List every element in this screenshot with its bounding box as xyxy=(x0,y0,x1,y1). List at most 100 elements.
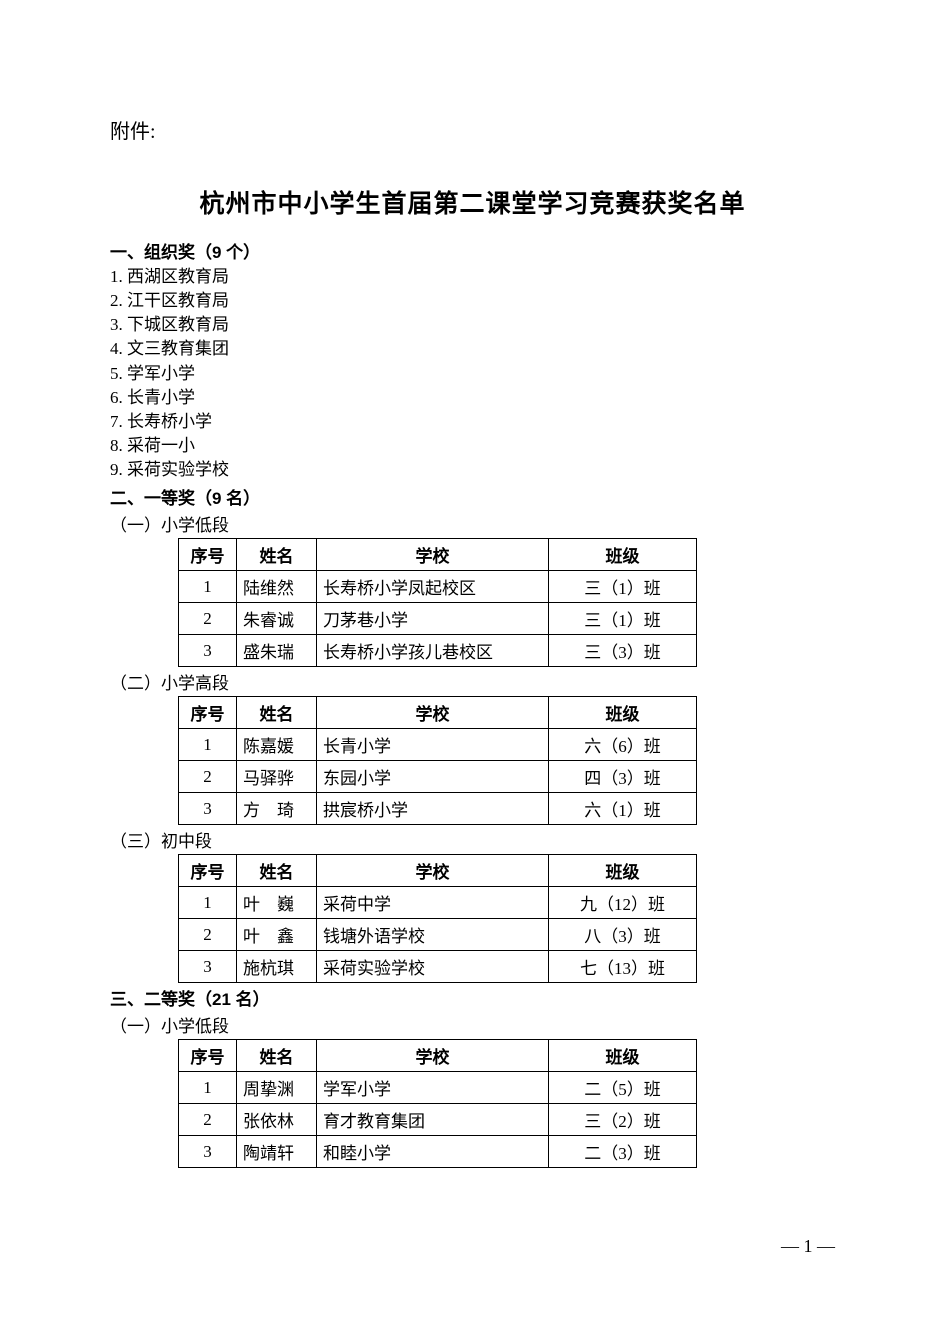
cell-index: 2 xyxy=(179,1104,237,1136)
cell-name: 张依林 xyxy=(237,1104,317,1136)
cell-name: 陆维然 xyxy=(237,571,317,603)
cell-school: 钱塘外语学校 xyxy=(317,919,549,951)
org-item: 5. 学军小学 xyxy=(110,362,835,386)
header-name: 姓名 xyxy=(237,539,317,571)
table-first-middle: 序号 姓名 学校 班级 1 叶 巍 采荷中学 九（12）班 2 叶 鑫 钱塘外语… xyxy=(178,854,697,983)
cell-class: 六（6）班 xyxy=(549,729,697,761)
cell-school: 东园小学 xyxy=(317,761,549,793)
org-item: 8. 采荷一小 xyxy=(110,434,835,458)
org-item: 3. 下城区教育局 xyxy=(110,313,835,337)
table-row: 3 方 琦 拱宸桥小学 六（1）班 xyxy=(179,793,697,825)
section1-heading: 一、组织奖（9 个） xyxy=(110,238,835,263)
cell-class: 三（3）班 xyxy=(549,635,697,667)
cell-name: 方 琦 xyxy=(237,793,317,825)
table-row: 2 张依林 育才教育集团 三（2）班 xyxy=(179,1104,697,1136)
cell-school: 学军小学 xyxy=(317,1072,549,1104)
cell-class: 六（1）班 xyxy=(549,793,697,825)
cell-class: 三（1）班 xyxy=(549,603,697,635)
org-item: 7. 长寿桥小学 xyxy=(110,410,835,434)
table-row: 3 施杭琪 采荷实验学校 七（13）班 xyxy=(179,951,697,983)
header-school: 学校 xyxy=(317,1040,549,1072)
table-row: 1 周挚渊 学军小学 二（5）班 xyxy=(179,1072,697,1104)
section3-heading: 三、二等奖（21 名） xyxy=(110,985,835,1010)
section2-sub2-heading: （二）小学高段 xyxy=(110,669,835,694)
table-row: 3 陶靖轩 和睦小学 二（3）班 xyxy=(179,1136,697,1168)
table-header-row: 序号 姓名 学校 班级 xyxy=(179,539,697,571)
cell-class: 二（5）班 xyxy=(549,1072,697,1104)
table-first-primary-low: 序号 姓名 学校 班级 1 陆维然 长寿桥小学凤起校区 三（1）班 2 朱睿诚 … xyxy=(178,538,697,667)
org-item: 4. 文三教育集团 xyxy=(110,337,835,361)
page-number: — 1 — xyxy=(781,1236,835,1257)
cell-class: 三（1）班 xyxy=(549,571,697,603)
org-item: 9. 采荷实验学校 xyxy=(110,458,835,482)
header-class: 班级 xyxy=(549,697,697,729)
table-row: 1 陆维然 长寿桥小学凤起校区 三（1）班 xyxy=(179,571,697,603)
header-index: 序号 xyxy=(179,539,237,571)
cell-school: 长寿桥小学凤起校区 xyxy=(317,571,549,603)
cell-class: 二（3）班 xyxy=(549,1136,697,1168)
header-class: 班级 xyxy=(549,539,697,571)
table-second-primary-low: 序号 姓名 学校 班级 1 周挚渊 学军小学 二（5）班 2 张依林 育才教育集… xyxy=(178,1039,697,1168)
cell-name: 周挚渊 xyxy=(237,1072,317,1104)
cell-school: 长青小学 xyxy=(317,729,549,761)
cell-name: 叶 巍 xyxy=(237,887,317,919)
cell-index: 3 xyxy=(179,793,237,825)
table-row: 1 叶 巍 采荷中学 九（12）班 xyxy=(179,887,697,919)
section2-sub1-heading: （一）小学低段 xyxy=(110,511,835,536)
header-name: 姓名 xyxy=(237,697,317,729)
table-row: 2 叶 鑫 钱塘外语学校 八（3）班 xyxy=(179,919,697,951)
cell-school: 拱宸桥小学 xyxy=(317,793,549,825)
header-class: 班级 xyxy=(549,855,697,887)
cell-school: 刀茅巷小学 xyxy=(317,603,549,635)
cell-school: 采荷中学 xyxy=(317,887,549,919)
cell-school: 采荷实验学校 xyxy=(317,951,549,983)
cell-index: 1 xyxy=(179,571,237,603)
cell-class: 九（12）班 xyxy=(549,887,697,919)
cell-index: 2 xyxy=(179,919,237,951)
cell-school: 长寿桥小学孩儿巷校区 xyxy=(317,635,549,667)
cell-index: 1 xyxy=(179,729,237,761)
cell-index: 3 xyxy=(179,635,237,667)
cell-name: 马驿骅 xyxy=(237,761,317,793)
table-row: 3 盛朱瑞 长寿桥小学孩儿巷校区 三（3）班 xyxy=(179,635,697,667)
cell-index: 1 xyxy=(179,887,237,919)
table-header-row: 序号 姓名 学校 班级 xyxy=(179,1040,697,1072)
cell-index: 2 xyxy=(179,761,237,793)
section2-sub3-heading: （三）初中段 xyxy=(110,827,835,852)
cell-name: 陶靖轩 xyxy=(237,1136,317,1168)
header-school: 学校 xyxy=(317,697,549,729)
header-index: 序号 xyxy=(179,855,237,887)
org-item: 6. 长青小学 xyxy=(110,386,835,410)
table-row: 2 朱睿诚 刀茅巷小学 三（1）班 xyxy=(179,603,697,635)
cell-school: 和睦小学 xyxy=(317,1136,549,1168)
table-row: 2 马驿骅 东园小学 四（3）班 xyxy=(179,761,697,793)
cell-name: 陈嘉媛 xyxy=(237,729,317,761)
table-first-primary-high: 序号 姓名 学校 班级 1 陈嘉媛 长青小学 六（6）班 2 马驿骅 东园小学 … xyxy=(178,696,697,825)
cell-class: 四（3）班 xyxy=(549,761,697,793)
table-header-row: 序号 姓名 学校 班级 xyxy=(179,855,697,887)
main-title: 杭州市中小学生首届第二课堂学习竞赛获奖名单 xyxy=(110,184,835,220)
header-name: 姓名 xyxy=(237,855,317,887)
cell-class: 七（13）班 xyxy=(549,951,697,983)
header-school: 学校 xyxy=(317,855,549,887)
cell-class: 八（3）班 xyxy=(549,919,697,951)
header-school: 学校 xyxy=(317,539,549,571)
attachment-label: 附件: xyxy=(110,115,835,144)
table-header-row: 序号 姓名 学校 班级 xyxy=(179,697,697,729)
org-item: 1. 西湖区教育局 xyxy=(110,265,835,289)
cell-index: 3 xyxy=(179,1136,237,1168)
header-index: 序号 xyxy=(179,1040,237,1072)
cell-index: 1 xyxy=(179,1072,237,1104)
cell-class: 三（2）班 xyxy=(549,1104,697,1136)
cell-index: 2 xyxy=(179,603,237,635)
header-name: 姓名 xyxy=(237,1040,317,1072)
cell-name: 盛朱瑞 xyxy=(237,635,317,667)
cell-index: 3 xyxy=(179,951,237,983)
cell-name: 施杭琪 xyxy=(237,951,317,983)
header-class: 班级 xyxy=(549,1040,697,1072)
table-row: 1 陈嘉媛 长青小学 六（6）班 xyxy=(179,729,697,761)
header-index: 序号 xyxy=(179,697,237,729)
section2-heading: 二、一等奖（9 名） xyxy=(110,484,835,509)
org-item: 2. 江干区教育局 xyxy=(110,289,835,313)
cell-name: 叶 鑫 xyxy=(237,919,317,951)
